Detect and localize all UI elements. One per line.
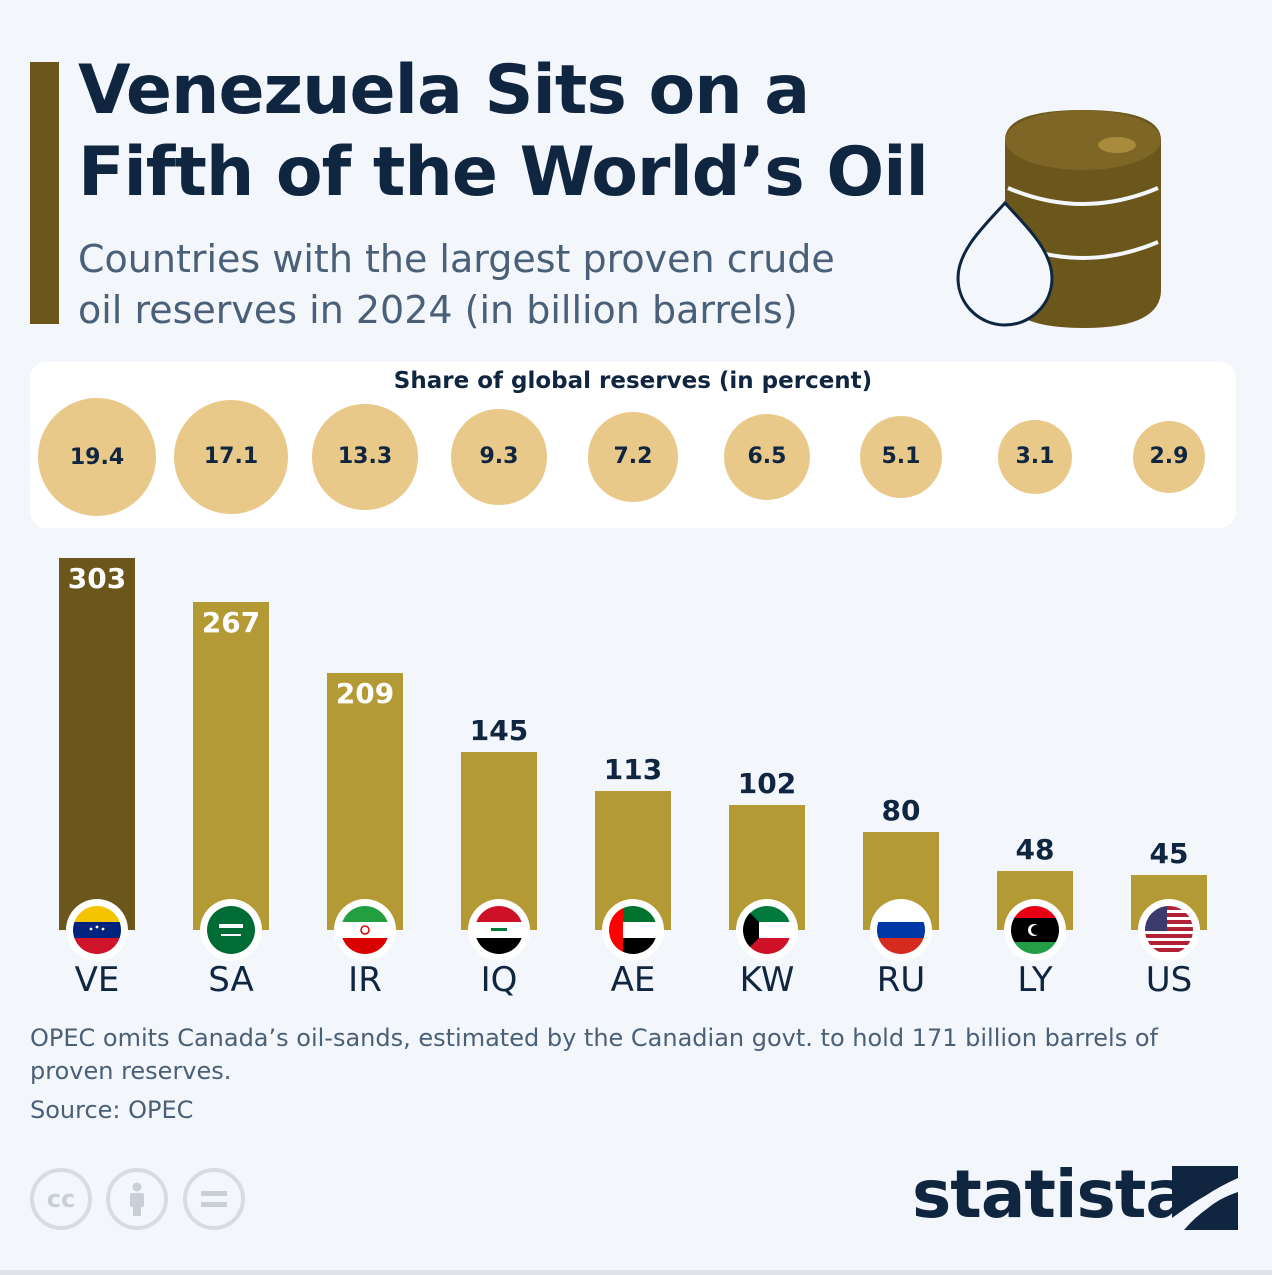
category-label: KW [739, 960, 795, 1000]
bar-value-label: 45 [1149, 836, 1189, 870]
statista-brand[interactable]: statista [912, 1156, 1190, 1233]
bar-value-label: 267 [201, 606, 261, 640]
source-label: Source: OPEC [30, 1096, 194, 1124]
bar-ir [327, 673, 403, 930]
bar-value-label: 102 [737, 766, 797, 800]
person-icon[interactable] [106, 1168, 168, 1230]
share-bubble: 13.3 [312, 404, 418, 510]
flag-ve-icon [66, 899, 128, 961]
flag-ly-icon [1004, 899, 1066, 961]
flag-iq-icon [468, 899, 530, 961]
category-label: LY [1017, 960, 1053, 1000]
share-bubble: 17.1 [174, 400, 288, 514]
bar-value-label: 48 [1015, 833, 1055, 867]
category-label: AE [610, 960, 656, 1000]
flag-us-icon [1138, 899, 1200, 961]
flag-sa-icon [200, 899, 262, 961]
category-label: IQ [480, 960, 518, 1000]
bottom-divider [0, 1270, 1272, 1275]
bar-value-label: 113 [603, 753, 663, 787]
flag-ae-icon [602, 899, 664, 961]
chart-subtitle: Countries with the largest proven crude … [78, 237, 835, 332]
flag-ru-icon [870, 899, 932, 961]
share-bubble: 6.5 [723, 413, 811, 501]
flag-kw-icon [736, 899, 798, 961]
title-accent-bar [30, 62, 59, 324]
bar-ve [59, 558, 135, 930]
share-bubble: 19.4 [38, 398, 156, 516]
oil-barrel-icon [956, 110, 1161, 328]
share-bubble: 2.9 [1132, 420, 1206, 494]
category-label: US [1145, 960, 1193, 1000]
chart-title: Venezuela Sits on a Fifth of the World’s… [78, 51, 929, 212]
footnote: OPEC omits Canada’s oil-sands, estimated… [30, 1024, 1158, 1085]
bar-value-label: 145 [469, 713, 529, 747]
bar-value-label: 209 [335, 677, 395, 711]
bar-value-label: 303 [67, 562, 127, 595]
share-bubble: 5.1 [860, 416, 942, 498]
cc-icon[interactable]: cc [30, 1168, 92, 1230]
share-bubble: 9.3 [451, 409, 547, 505]
category-label: RU [876, 960, 926, 1000]
category-label: VE [74, 960, 120, 1000]
category-label: IR [348, 960, 382, 1000]
equals-icon[interactable] [183, 1168, 245, 1230]
flag-ir-icon [334, 899, 396, 961]
bar-value-label: 80 [881, 793, 921, 827]
share-bubble: 7.2 [588, 412, 678, 502]
category-label: SA [208, 960, 254, 1000]
bar-sa [193, 602, 269, 930]
statista-logo-icon [1172, 1166, 1238, 1230]
share-panel-title: Share of global reserves (in percent) [393, 368, 873, 394]
share-bubble: 3.1 [998, 420, 1072, 494]
